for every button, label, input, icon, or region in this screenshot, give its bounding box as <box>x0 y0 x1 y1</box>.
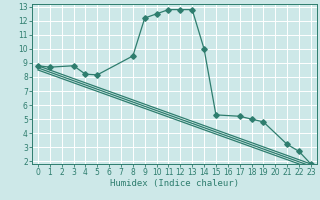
X-axis label: Humidex (Indice chaleur): Humidex (Indice chaleur) <box>110 179 239 188</box>
